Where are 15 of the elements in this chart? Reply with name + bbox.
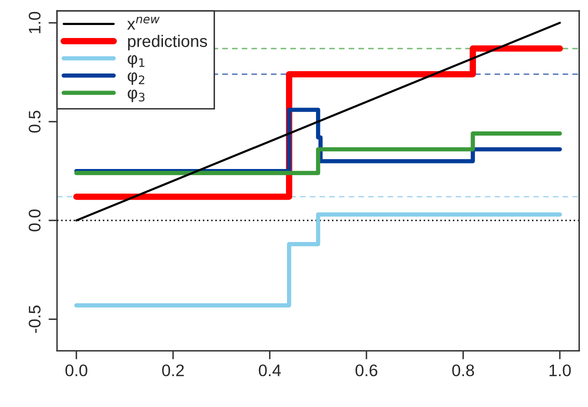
legend-label: φ$_{1}$ [128,55,144,68]
x-tick-label: 0.2 [162,364,184,376]
legend-label: x$^{new}$ [127,16,160,30]
y-tick-label: 0.5 [28,110,41,133]
y-tick-label: -0.5 [28,306,41,333]
x-tick-label: 0.0 [65,364,88,376]
x-tick-label: 0.6 [356,364,378,376]
x-tick-label: 0.8 [452,364,474,376]
x-tick-label: 0.4 [258,364,281,376]
legend-label: predictions [128,34,208,50]
y-tick-label: 1.0 [28,12,41,34]
x-tick-label: 1.0 [550,364,571,376]
legend-label: φ$_{3}$ [128,90,144,102]
y-tick-label: 0.0 [28,209,41,232]
legend-label: φ$_{2}$ [128,72,144,85]
